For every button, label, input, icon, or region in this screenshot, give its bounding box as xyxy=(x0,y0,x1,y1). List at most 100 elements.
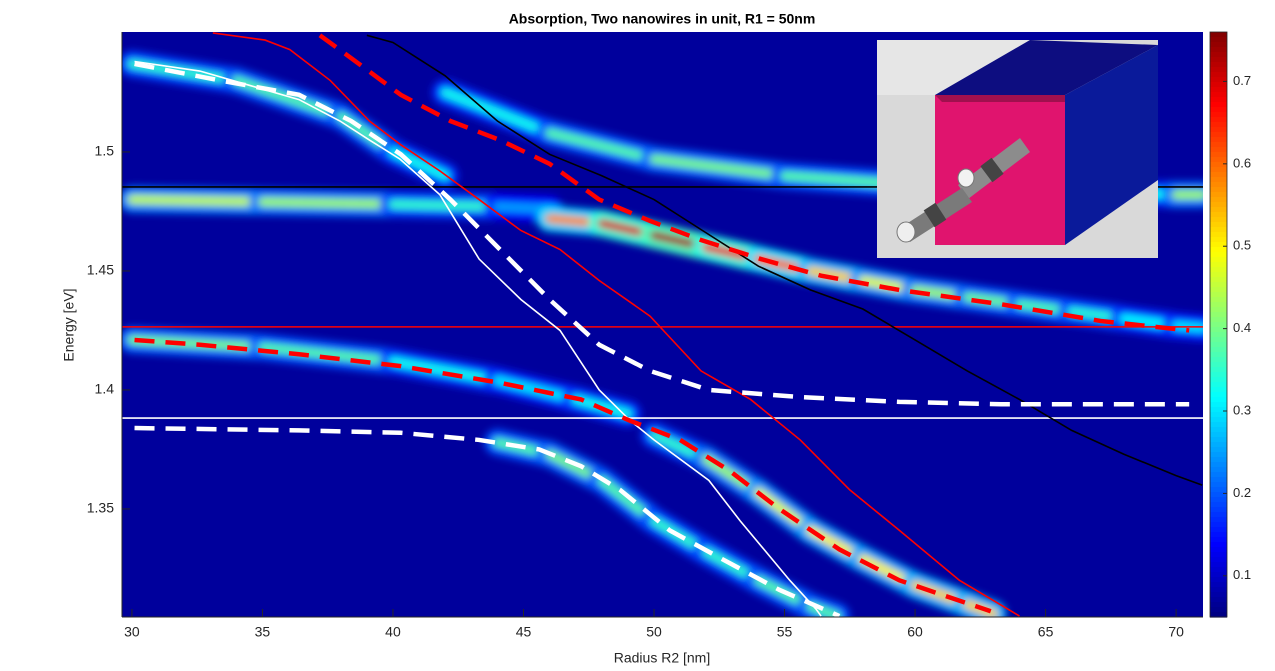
colorbar-swatch xyxy=(1210,242,1227,248)
colorbar-swatch xyxy=(1210,377,1227,383)
colorbar-swatch xyxy=(1210,42,1227,48)
colorbar-swatch xyxy=(1210,292,1227,298)
colorbar-swatch xyxy=(1210,117,1227,123)
colorbar-swatch xyxy=(1210,497,1227,503)
colorbar-swatch xyxy=(1210,87,1227,93)
colorbar-swatch xyxy=(1210,582,1227,588)
x-tick-label: 35 xyxy=(255,624,271,640)
colorbar-swatch xyxy=(1210,417,1227,423)
colorbar-swatch xyxy=(1210,82,1227,88)
colorbar-swatch xyxy=(1210,567,1227,573)
colorbar-swatch xyxy=(1210,132,1227,138)
colorbar-swatch xyxy=(1210,427,1227,433)
colorbar-swatch xyxy=(1210,92,1227,98)
colorbar-swatch xyxy=(1210,382,1227,388)
colorbar-swatch xyxy=(1210,97,1227,103)
colorbar-swatch xyxy=(1210,202,1227,208)
colorbar-swatch xyxy=(1210,287,1227,293)
chart-title: Absorption, Two nanowires in unit, R1 = … xyxy=(509,11,816,27)
colorbar-swatch xyxy=(1210,467,1227,473)
colorbar-swatch xyxy=(1210,352,1227,358)
colorbar-swatch xyxy=(1210,257,1227,263)
colorbar-swatch xyxy=(1210,537,1227,543)
x-tick-label: 45 xyxy=(516,624,532,640)
colorbar-swatch xyxy=(1210,557,1227,563)
colorbar-swatch xyxy=(1210,532,1227,538)
colorbar-swatch xyxy=(1210,402,1227,408)
block-edge xyxy=(935,95,1065,102)
colorbar-tick-label: 0.7 xyxy=(1233,73,1251,88)
colorbar-swatch xyxy=(1210,362,1227,368)
x-tick-label: 55 xyxy=(777,624,793,640)
colorbar-tick-label: 0.3 xyxy=(1233,402,1251,417)
y-tick-label: 1.5 xyxy=(95,143,115,159)
colorbar-swatch xyxy=(1210,422,1227,428)
colorbar-swatch xyxy=(1210,212,1227,218)
colorbar-swatch xyxy=(1210,197,1227,203)
colorbar-swatch xyxy=(1210,302,1227,308)
colorbar-swatch xyxy=(1210,262,1227,268)
x-tick-label: 50 xyxy=(646,624,662,640)
y-axis-label: Energy [eV] xyxy=(61,288,77,361)
colorbar-swatch xyxy=(1210,592,1227,598)
colorbar-swatch xyxy=(1210,507,1227,513)
colorbar-swatch xyxy=(1210,452,1227,458)
colorbar-swatch xyxy=(1210,462,1227,468)
colorbar-swatch xyxy=(1210,227,1227,233)
colorbar-swatch xyxy=(1210,152,1227,158)
wire-end xyxy=(897,222,915,242)
colorbar-swatch xyxy=(1210,312,1227,318)
colorbar-tick-label: 0.6 xyxy=(1233,155,1251,170)
ridge xyxy=(262,202,393,204)
colorbar-swatch xyxy=(1210,182,1227,188)
colorbar-swatch xyxy=(1210,247,1227,253)
colorbar-tick-label: 0.2 xyxy=(1233,485,1251,500)
colorbar-swatch xyxy=(1210,437,1227,443)
colorbar: 0.10.20.30.40.50.60.7 xyxy=(1210,32,1251,618)
colorbar-swatch xyxy=(1210,232,1227,238)
colorbar-swatch xyxy=(1210,512,1227,518)
colorbar-swatch xyxy=(1210,112,1227,118)
colorbar-swatch xyxy=(1210,367,1227,373)
colorbar-swatch xyxy=(1210,572,1227,578)
colorbar-swatch xyxy=(1210,32,1227,38)
colorbar-swatch xyxy=(1210,57,1227,63)
colorbar-swatch xyxy=(1210,327,1227,333)
colorbar-swatch xyxy=(1210,207,1227,213)
colorbar-swatch xyxy=(1210,252,1227,258)
x-tick-label: 65 xyxy=(1038,624,1054,640)
colorbar-swatch xyxy=(1210,397,1227,403)
wire-end xyxy=(958,169,974,187)
colorbar-swatch xyxy=(1210,282,1227,288)
colorbar-swatch xyxy=(1210,552,1227,558)
y-tick-label: 1.35 xyxy=(87,500,114,516)
colorbar-swatch xyxy=(1210,122,1227,128)
colorbar-swatch xyxy=(1210,412,1227,418)
colorbar-swatch xyxy=(1210,137,1227,143)
colorbar-swatch xyxy=(1210,562,1227,568)
colorbar-swatch xyxy=(1210,547,1227,553)
colorbar-swatch xyxy=(1210,407,1227,413)
colorbar-swatch xyxy=(1210,432,1227,438)
colorbar-tick-label: 0.1 xyxy=(1233,567,1251,582)
colorbar-swatch xyxy=(1210,607,1227,613)
colorbar-swatch xyxy=(1210,487,1227,493)
colorbar-swatch xyxy=(1210,442,1227,448)
colorbar-swatch xyxy=(1210,62,1227,68)
colorbar-swatch xyxy=(1210,372,1227,378)
colorbar-swatch xyxy=(1210,67,1227,73)
ridge xyxy=(132,200,263,202)
inset-image xyxy=(877,40,1158,258)
colorbar-swatch xyxy=(1210,517,1227,523)
colorbar-swatch xyxy=(1210,602,1227,608)
colorbar-swatch xyxy=(1210,337,1227,343)
colorbar-swatch xyxy=(1210,307,1227,313)
colorbar-swatch xyxy=(1210,597,1227,603)
colorbar-swatch xyxy=(1210,542,1227,548)
colorbar-swatch xyxy=(1210,522,1227,528)
x-axis-label: Radius R2 [nm] xyxy=(614,650,710,666)
colorbar-swatch xyxy=(1210,162,1227,168)
colorbar-swatch xyxy=(1210,177,1227,183)
colorbar-tick-label: 0.4 xyxy=(1233,320,1251,335)
colorbar-swatch xyxy=(1210,492,1227,498)
